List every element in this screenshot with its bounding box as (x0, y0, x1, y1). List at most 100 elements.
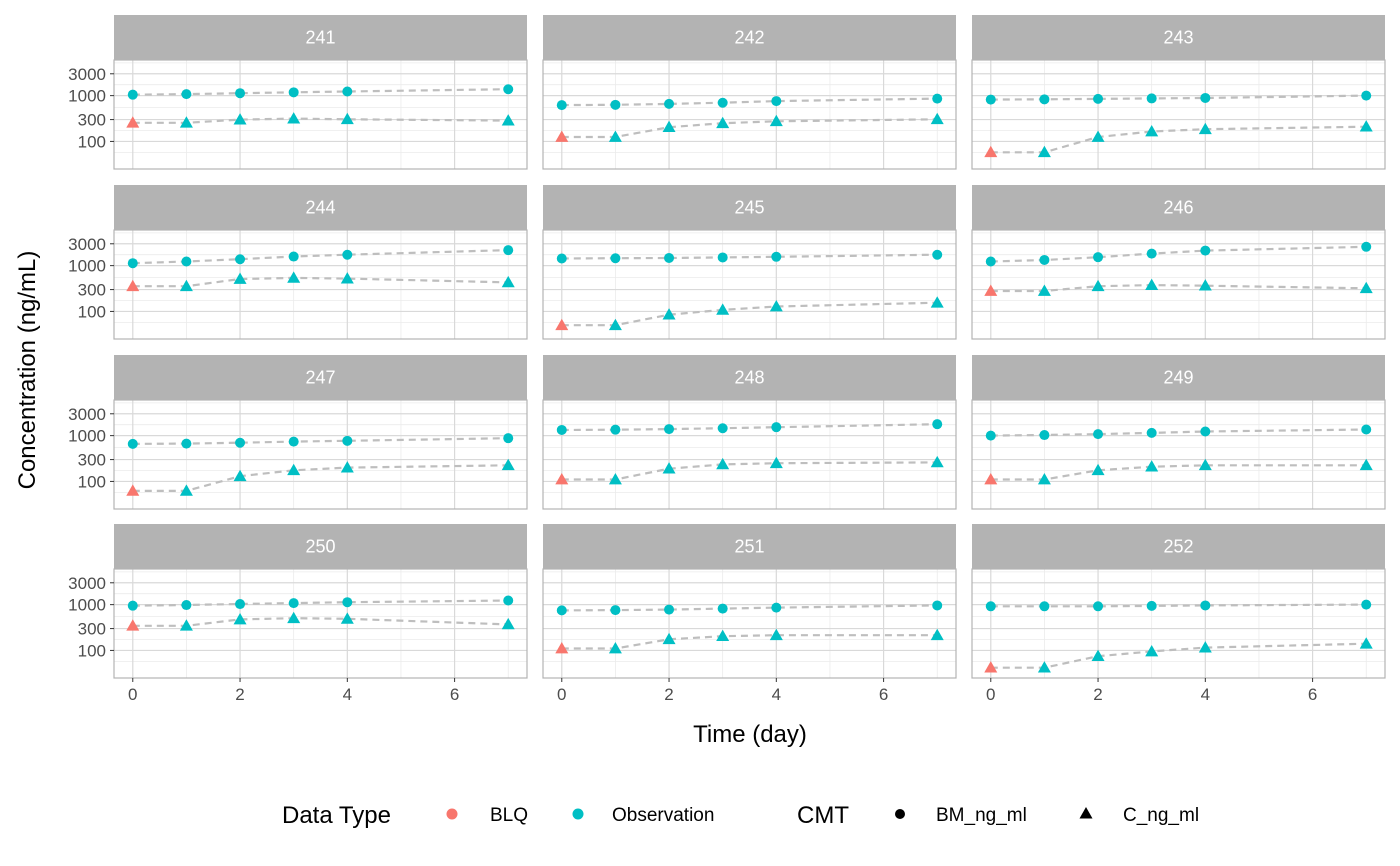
point-247-bm-0 (127, 438, 138, 449)
x-tick-label: 4 (772, 685, 781, 704)
point-252-c-1 (1037, 661, 1051, 673)
legend-label-bm: BM_ng_ml (936, 805, 1027, 826)
point-243-bm-0 (985, 94, 996, 105)
point-248-c-2 (662, 462, 676, 474)
point-244-bm-0 (127, 258, 138, 269)
point-245-c-0 (555, 318, 569, 331)
panel-border-251 (542, 568, 957, 679)
panel-bg-251 (543, 569, 956, 678)
series-line-244-C_ng_ml (132, 276, 509, 288)
point-249-bm-3 (1146, 427, 1157, 438)
strip-label-245: 245 (734, 198, 764, 218)
panel-bg-248 (543, 400, 956, 509)
point-247-c-7 (501, 458, 515, 471)
point-248-bm-1 (610, 424, 621, 435)
y-tick-label: 3000 (68, 235, 106, 254)
point-242-c-3 (716, 116, 730, 129)
point-251-bm-2 (664, 604, 675, 615)
series-line-246-C_ng_ml (990, 283, 1367, 293)
series-line-245-C_ng_ml (561, 301, 938, 327)
panel-250: 250 100 300 1000 3000 0 2 4 6 (68, 524, 528, 704)
point-245-c-7 (930, 296, 944, 308)
point-251-bm-4 (771, 602, 782, 613)
point-247-bm-2 (235, 437, 246, 448)
point-246-bm-7 (1361, 241, 1372, 252)
point-247-c-4 (340, 461, 354, 473)
point-251-bm-7 (932, 600, 943, 611)
y-tick-label: 300 (78, 620, 106, 639)
point-243-bm-3 (1146, 93, 1157, 104)
point-252-bm-4 (1200, 600, 1211, 611)
point-250-bm-1 (181, 600, 192, 611)
y-tick-label: 1000 (68, 87, 106, 106)
panel-248: 248 (542, 355, 957, 510)
point-241-bm-0 (127, 89, 138, 100)
point-242-bm-4 (771, 96, 782, 107)
point-252-bm-1 (1039, 601, 1050, 612)
point-250-c-7 (501, 617, 515, 630)
series-line-247-BM_ng_ml (132, 437, 509, 445)
point-249-c-1 (1037, 473, 1051, 485)
y-tick-label: 300 (78, 451, 106, 470)
point-245-c-4 (769, 300, 783, 312)
point-252-bm-7 (1361, 599, 1372, 610)
series-line-250-C_ng_ml (132, 617, 509, 627)
point-246-bm-2 (1093, 252, 1104, 263)
point-241-bm-3 (288, 87, 299, 98)
x-tick-label: 0 (557, 685, 566, 704)
y-tick-label: 300 (78, 281, 106, 300)
series-line-243-C_ng_ml (990, 125, 1367, 154)
point-248-c-3 (716, 457, 730, 470)
point-247-c-3 (287, 463, 301, 476)
series-line-242-BM_ng_ml (561, 97, 938, 107)
panel-bg-245 (543, 230, 956, 339)
point-250-c-4 (340, 612, 354, 624)
series-line-249-BM_ng_ml (990, 428, 1367, 437)
point-247-c-2 (233, 469, 247, 482)
point-249-c-7 (1359, 458, 1373, 471)
y-axis-title: Concentration (ng/mL) (14, 251, 41, 490)
point-248-c-1 (608, 473, 622, 485)
series-line-241-BM_ng_ml (132, 88, 509, 96)
panel-bg-244 (114, 230, 527, 339)
panel-bg-242 (543, 60, 956, 169)
point-250-bm-7 (503, 595, 514, 606)
point-246-c-7 (1359, 281, 1373, 294)
strip-label-249: 249 (1163, 368, 1193, 388)
panel-bg-241 (114, 60, 527, 169)
x-tick-label: 6 (879, 685, 888, 704)
point-252-c-4 (1198, 641, 1212, 653)
point-248-c-7 (930, 455, 944, 468)
legend-key-observation (572, 808, 584, 820)
point-251-c-7 (930, 628, 944, 641)
point-245-bm-1 (610, 253, 621, 264)
point-244-bm-1 (181, 256, 192, 267)
strip-label-251: 251 (734, 537, 764, 557)
point-249-c-2 (1091, 463, 1105, 476)
panel-242: 242 (542, 15, 957, 170)
point-247-bm-4 (342, 435, 353, 446)
point-242-c-1 (608, 130, 622, 142)
y-tick-label: 1000 (68, 257, 106, 276)
strip-249 (972, 355, 1385, 400)
point-252-bm-3 (1146, 600, 1157, 611)
point-245-c-3 (716, 303, 730, 315)
point-246-bm-1 (1039, 254, 1050, 265)
series-line-245-BM_ng_ml (561, 253, 938, 260)
point-250-c-3 (287, 611, 301, 624)
x-tick-label: 2 (1093, 685, 1102, 704)
x-tick-label: 2 (664, 685, 673, 704)
point-252-bm-2 (1093, 601, 1104, 612)
series-line-252-C_ng_ml (990, 642, 1367, 669)
point-241-c-0 (126, 116, 140, 128)
point-247-c-1 (179, 484, 193, 496)
legend-label-blq: BLQ (490, 805, 528, 826)
point-247-bm-7 (503, 433, 514, 444)
point-248-bm-2 (664, 424, 675, 435)
strip-247 (114, 355, 527, 400)
point-245-c-1 (608, 318, 622, 331)
legend-label-c: C_ng_ml (1123, 805, 1199, 826)
point-249-bm-7 (1361, 424, 1372, 435)
point-244-c-3 (287, 271, 301, 283)
